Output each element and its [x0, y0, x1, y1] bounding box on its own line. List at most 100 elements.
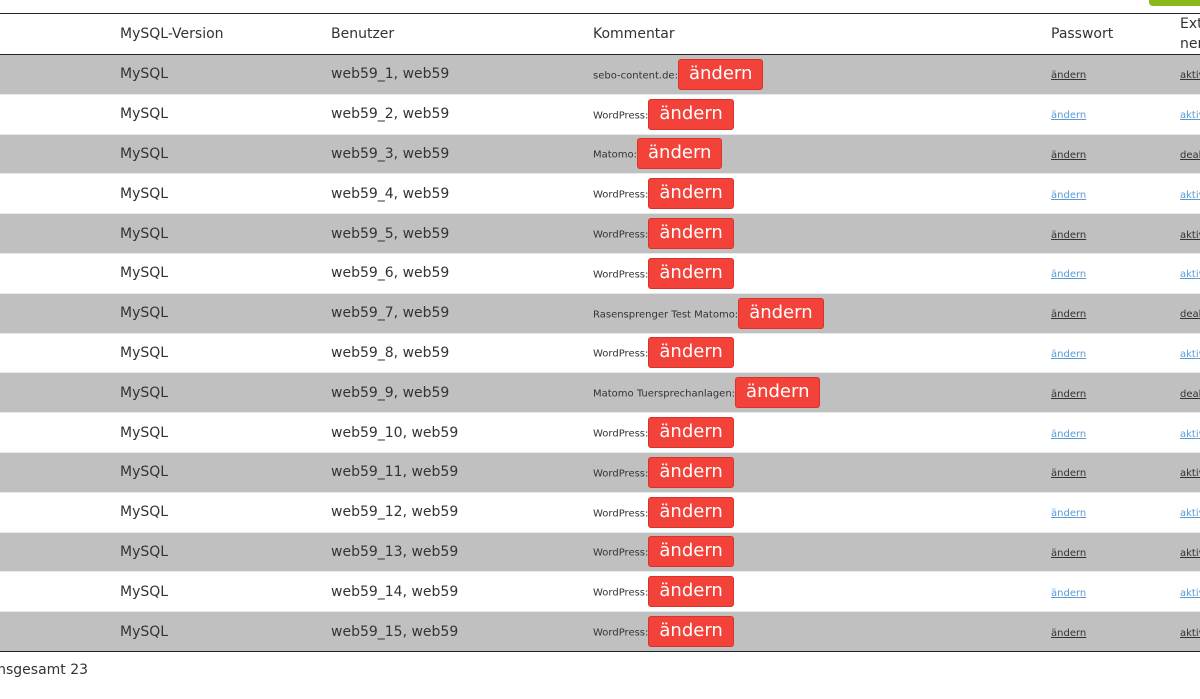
comment-text: Rasensprenger Test Matomo:: [593, 309, 739, 321]
external-access-link[interactable]: aktivieren: [1180, 70, 1200, 82]
external-access-link[interactable]: deaktivieren: [1180, 149, 1200, 161]
table-row: MySQL web59_6, web59 WordPress: ändern än…: [0, 253, 1200, 294]
change-password-link[interactable]: ändern: [1051, 587, 1087, 599]
db-user: web59_9, web59: [331, 384, 450, 401]
external-access-link[interactable]: aktivieren: [1180, 627, 1200, 639]
comment-text: WordPress:: [593, 269, 649, 281]
change-password-link[interactable]: ändern: [1051, 627, 1087, 639]
edit-comment-button[interactable]: ändern: [648, 257, 734, 289]
edit-comment-button[interactable]: ändern: [648, 218, 734, 250]
change-password-link[interactable]: ändern: [1051, 269, 1087, 281]
db-user: web59_3, web59: [331, 145, 450, 162]
change-password-link[interactable]: ändern: [1051, 110, 1087, 122]
external-access-link[interactable]: aktivieren: [1180, 468, 1200, 480]
edit-comment-button[interactable]: ändern: [735, 377, 821, 409]
header-comment: Kommentar: [593, 26, 675, 42]
edit-comment-button[interactable]: ändern: [738, 297, 824, 329]
comment-text: Matomo:: [593, 149, 638, 161]
edit-comment-button[interactable]: ändern: [648, 337, 734, 369]
header-version: MySQL-Version: [120, 26, 224, 42]
edit-comment-button[interactable]: ändern: [677, 58, 764, 90]
external-access-link[interactable]: aktivieren: [1180, 508, 1200, 520]
table-header: MySQL-Version Benutzer Kommentar Passwor…: [0, 13, 1200, 55]
db-user: web59_5, web59: [331, 225, 450, 242]
change-password-link[interactable]: ändern: [1051, 189, 1087, 201]
change-password-link[interactable]: ändern: [1051, 149, 1087, 161]
comment-text: WordPress:: [593, 468, 649, 480]
db-user: web59_8, web59: [331, 344, 450, 361]
db-user: web59_10, web59: [331, 424, 459, 441]
database-table: MySQL-Version Benutzer Kommentar Passwor…: [0, 13, 1200, 652]
db-user: web59_11, web59: [331, 464, 459, 481]
mysql-version: MySQL: [120, 464, 169, 481]
comment-text: sebo-content.de:: [593, 70, 678, 82]
comment-text: WordPress:: [593, 587, 649, 599]
edit-comment-button[interactable]: ändern: [648, 576, 734, 608]
edit-comment-button[interactable]: ändern: [648, 536, 734, 568]
table-row: MySQL web59_7, web59 Rasensprenger Test …: [0, 293, 1200, 334]
change-password-link[interactable]: ändern: [1051, 348, 1087, 360]
mysql-version: MySQL: [120, 583, 169, 600]
edit-comment-button[interactable]: ändern: [648, 456, 734, 488]
mysql-version: MySQL: [120, 265, 169, 282]
external-access-link[interactable]: aktivieren: [1180, 547, 1200, 559]
edit-comment-button[interactable]: ändern: [648, 496, 734, 528]
db-user: web59_13, web59: [331, 543, 459, 560]
external-access-link[interactable]: aktivieren: [1180, 428, 1200, 440]
db-user: web59_14, web59: [331, 583, 459, 600]
comment-text: WordPress:: [593, 428, 649, 440]
top-action-button[interactable]: [1149, 0, 1200, 6]
external-access-link[interactable]: aktivieren: [1180, 348, 1200, 360]
table-row: MySQL web59_1, web59 sebo-content.de: änd…: [0, 54, 1200, 95]
external-access-link[interactable]: aktivieren: [1180, 110, 1200, 122]
edit-comment-button[interactable]: ändern: [648, 417, 734, 449]
edit-comment-button[interactable]: ändern: [648, 98, 734, 130]
external-access-link[interactable]: deaktivieren: [1180, 388, 1200, 400]
table-row: MySQL web59_3, web59 Matomo: ändern änder…: [0, 134, 1200, 174]
change-password-link[interactable]: ändern: [1051, 547, 1087, 559]
header-external-access: Externer Zugriff: [1180, 16, 1200, 52]
change-password-link[interactable]: ändern: [1051, 508, 1087, 520]
total-count: Insgesamt 23: [0, 662, 89, 678]
mysql-version: MySQL: [120, 185, 169, 202]
table-row: MySQL web59_11, web59 WordPress: ändern ä…: [0, 452, 1200, 493]
mysql-version: MySQL: [120, 424, 169, 441]
table-row: MySQL web59_9, web59 Matomo Tuersprechan…: [0, 372, 1200, 413]
db-user: web59_2, web59: [331, 106, 450, 123]
table-row: MySQL web59_8, web59 WordPress: ändern än…: [0, 333, 1200, 373]
table-row: MySQL web59_5, web59 WordPress: ändern än…: [0, 213, 1200, 254]
mysql-version: MySQL: [120, 106, 169, 123]
external-access-link[interactable]: aktivieren: [1180, 269, 1200, 281]
table-row: MySQL web59_2, web59 WordPress: ändern än…: [0, 94, 1200, 135]
change-password-link[interactable]: ändern: [1051, 388, 1087, 400]
table-row: MySQL web59_4, web59 WordPress: ändern än…: [0, 174, 1200, 214]
db-user: web59_6, web59: [331, 265, 450, 282]
db-user: web59_12, web59: [331, 504, 459, 521]
external-access-link[interactable]: aktivieren: [1180, 189, 1200, 201]
mysql-version: MySQL: [120, 305, 169, 322]
change-password-link[interactable]: ändern: [1051, 468, 1087, 480]
edit-comment-button[interactable]: ändern: [648, 616, 734, 648]
db-user: web59_7, web59: [331, 305, 450, 322]
header-password: Passwort: [1051, 26, 1114, 42]
mysql-version: MySQL: [120, 543, 169, 560]
edit-comment-button[interactable]: ändern: [648, 178, 734, 210]
change-password-link[interactable]: ändern: [1051, 428, 1087, 440]
change-password-link[interactable]: ändern: [1051, 70, 1087, 82]
comment-text: WordPress:: [593, 229, 649, 241]
mysql-version: MySQL: [120, 66, 169, 83]
comment-text: WordPress:: [593, 348, 649, 360]
change-password-link[interactable]: ändern: [1051, 229, 1087, 241]
comment-text: WordPress:: [593, 189, 649, 201]
db-user: web59_1, web59: [331, 66, 450, 83]
external-access-link[interactable]: aktivieren: [1180, 587, 1200, 599]
external-access-link[interactable]: aktivieren: [1180, 229, 1200, 241]
db-user: web59_4, web59: [331, 185, 450, 202]
mysql-version: MySQL: [120, 344, 169, 361]
external-access-link[interactable]: deaktivieren: [1180, 309, 1200, 321]
change-password-link[interactable]: ändern: [1051, 309, 1087, 321]
table-row: MySQL web59_10, web59 WordPress: ändern ä…: [0, 413, 1200, 453]
edit-comment-button[interactable]: ändern: [637, 138, 723, 170]
db-user: web59_15, web59: [331, 623, 459, 640]
mysql-version: MySQL: [120, 623, 169, 640]
